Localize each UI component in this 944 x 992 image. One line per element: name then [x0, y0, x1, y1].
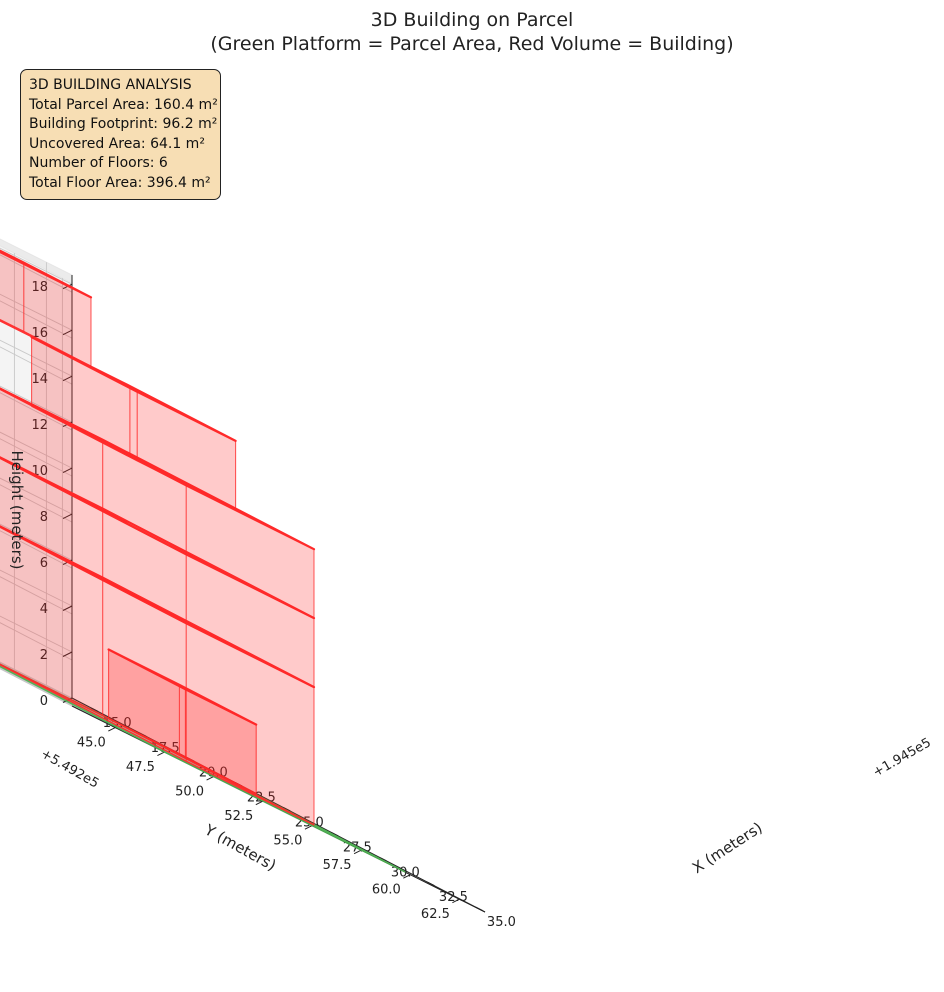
- z-axis-label: Height (meters): [8, 451, 26, 570]
- z-tick-mark: [62, 467, 73, 474]
- z-grid-line: [0, 346, 73, 385]
- z-grid-line: [0, 385, 73, 423]
- y-tick-label: 47.5: [126, 760, 155, 775]
- info-heading: 3D BUILDING ANALYSIS: [29, 77, 192, 93]
- z-grid-line: [0, 668, 73, 707]
- z-tick-label: 12: [31, 418, 48, 433]
- y-tick-label: 55.0: [273, 834, 302, 849]
- chart-title: 3D Building on Parcel: [371, 9, 574, 31]
- z-grid-line: [0, 576, 73, 615]
- z-grid-line: [0, 569, 73, 607]
- z-tick-label: 18: [31, 280, 48, 295]
- y-tick-mark: [403, 874, 411, 879]
- y-tick-mark: [255, 800, 264, 806]
- z-tick-label: 2: [40, 648, 48, 663]
- z-grid-line: [0, 484, 73, 523]
- y-tick-mark: [108, 727, 116, 732]
- z-grid-line: [0, 431, 73, 469]
- y-tick-label: 57.5: [323, 858, 352, 873]
- x-tick-label: 35.0: [487, 915, 516, 930]
- y-tick-mark: [304, 825, 313, 830]
- info-total-floor-area: Total Floor Area: 396.4 m²: [29, 174, 211, 191]
- z-grid-line: [0, 523, 73, 561]
- x-tick-label: 32.5: [439, 890, 468, 905]
- z-tick-mark: [62, 375, 73, 382]
- y-tick-mark: [353, 849, 362, 855]
- z-tick-label: 8: [40, 510, 48, 525]
- z-grid-line: [0, 392, 73, 431]
- z-grid-line: [0, 247, 73, 285]
- y-tick-mark: [452, 898, 460, 904]
- x-tick-mark: [379, 856, 387, 862]
- z-tick-mark: [62, 329, 73, 336]
- z-grid-line: [0, 300, 73, 339]
- z-tick-label: 4: [40, 602, 48, 617]
- y-axis-offset: +5.492e5: [38, 746, 101, 791]
- y-tick-label: 45.0: [77, 736, 106, 751]
- info-uncovered-area: Uncovered Area: 64.1 m²: [29, 135, 205, 152]
- y-tick-label: 50.0: [175, 785, 204, 800]
- info-number-of-floors: Number of Floors: 6: [29, 155, 168, 171]
- y-axis-label: Y (meters): [201, 820, 279, 874]
- y-tick-mark: [206, 776, 214, 781]
- y-tick-label: 62.5: [421, 907, 450, 922]
- x-axis-label: X (meters): [689, 819, 766, 877]
- z-grid-line: [0, 293, 73, 331]
- z-tick-mark: [62, 513, 73, 520]
- z-tick-label: 0: [40, 694, 48, 709]
- info-building-footprint: Building Footprint: 96.2 m²: [29, 116, 218, 132]
- chart-marks: [0, 249, 406, 873]
- z-grid-line: [0, 661, 73, 699]
- z-grid-line: [0, 622, 73, 661]
- z-grid-line: [0, 530, 73, 569]
- building-analysis-box: 3D BUILDING ANALYSIS Total Parcel Area: …: [20, 69, 221, 200]
- y-grid-line: [0, 667, 116, 728]
- z-grid-line: [0, 438, 73, 477]
- x-tick-mark: [331, 831, 339, 837]
- y-tick-label: 60.0: [372, 883, 401, 898]
- z-grid-line: [0, 254, 73, 293]
- chart-subtitle: (Green Platform = Parcel Area, Red Volum…: [210, 33, 733, 55]
- z-grid-line: [0, 477, 73, 515]
- building-floor-6: [0, 249, 93, 368]
- z-grid-line: [0, 615, 73, 653]
- x-tick-mark: [475, 906, 483, 911]
- x-tick-mark: [138, 732, 147, 737]
- z-tick-mark: [62, 605, 73, 611]
- y-tick-label: 52.5: [224, 809, 253, 824]
- info-total-parcel-area: Total Parcel Area: 160.4 m²: [29, 96, 218, 113]
- y-tick-mark: [157, 751, 165, 757]
- z-grid-line: [0, 339, 73, 377]
- z-tick-label: 14: [31, 372, 48, 387]
- x-tick-mark: [427, 881, 435, 887]
- z-tick-mark: [62, 651, 73, 657]
- z-tick-label: 6: [40, 556, 48, 571]
- building-floor-5: [30, 336, 237, 511]
- x-tick-mark: [90, 707, 99, 712]
- x-axis-offset: +1.945e5: [871, 735, 934, 780]
- x-tick-mark: [283, 807, 291, 812]
